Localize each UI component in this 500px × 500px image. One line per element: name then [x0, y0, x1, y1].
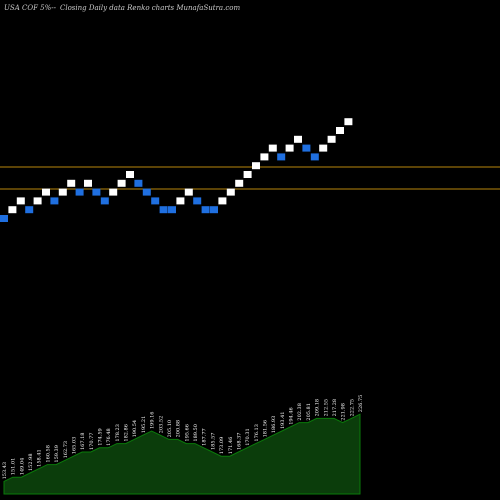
renko-brick	[184, 188, 193, 196]
volume-label: 195.66	[184, 424, 190, 442]
volume-label: 181.56	[263, 420, 269, 438]
renko-brick	[218, 197, 227, 205]
volume-label: 170.31	[245, 428, 251, 446]
volume-label: 212.55	[323, 399, 329, 417]
volume-label: 189.50	[193, 424, 199, 442]
volume-label: 195.21	[141, 416, 147, 434]
chart-caption: Closing Daily data Renko charts MunafaSu…	[60, 4, 240, 12]
volume-label: 226.75	[358, 395, 364, 413]
renko-brick	[16, 197, 25, 205]
renko-brick	[50, 197, 59, 205]
renko-brick	[193, 197, 202, 205]
volume-label: 167.18	[80, 433, 86, 451]
renko-brick	[159, 206, 168, 214]
renko-brick	[226, 188, 235, 196]
renko-brick	[142, 188, 151, 196]
volume-label: 165.03	[72, 437, 78, 455]
volume-label: 168.37	[236, 433, 242, 451]
renko-brick	[168, 206, 176, 214]
renko-brick	[285, 144, 294, 152]
renko-brick	[336, 127, 344, 134]
renko-brick	[344, 118, 353, 126]
renko-brick	[75, 188, 84, 196]
volume-label: 209.18	[315, 399, 321, 417]
volume-label: 162.73	[63, 441, 69, 459]
renko-brick	[252, 162, 260, 170]
renko-brick	[33, 197, 42, 205]
renko-brick	[84, 179, 92, 187]
volume-label: 217.28	[332, 399, 338, 417]
renko-brick	[235, 179, 244, 187]
renko-brick	[0, 215, 8, 222]
renko-brick	[126, 171, 134, 178]
volume-area: 153.43 151.01 149.04 152.98 158.41 160.58 159.…	[2, 395, 364, 495]
volume-label: 149.04	[19, 458, 25, 476]
volume-polygon	[3, 413, 361, 495]
volume-label: 199.16	[150, 412, 156, 430]
volume-label: 190.54	[132, 420, 138, 438]
renko-bricks	[0, 118, 353, 222]
renko-brick	[92, 188, 101, 196]
renko-brick	[260, 153, 269, 161]
renko-brick	[243, 171, 252, 178]
volume-label: 221.98	[341, 403, 347, 421]
renko-brick	[302, 144, 311, 152]
renko-brick	[294, 135, 302, 143]
volume-label: 174.59	[98, 428, 104, 446]
renko-brick	[210, 206, 218, 214]
volume-label: 205.81	[306, 403, 312, 421]
renko-brick	[117, 179, 126, 187]
volume-label: 193.41	[280, 412, 286, 430]
renko-brick	[268, 144, 277, 152]
renko-brick	[319, 144, 328, 152]
volume-label: 159.39	[54, 445, 60, 463]
renko-brick	[109, 188, 118, 196]
volume-label: 176.48	[106, 428, 112, 446]
renko-brick	[277, 153, 286, 161]
renko-brick	[151, 197, 160, 205]
renko-brick	[42, 188, 50, 196]
renko-brick	[25, 206, 34, 214]
volume-label: 153.43	[2, 462, 8, 480]
renko-brick	[8, 206, 17, 214]
renko-brick	[327, 135, 336, 143]
volume-label: 182.86	[124, 424, 130, 442]
volume-label: 222.75	[349, 399, 355, 417]
volume-label: 160.58	[45, 445, 51, 463]
volume-label: 176.13	[254, 424, 260, 442]
volume-label: 171.46	[228, 437, 234, 455]
renko-brick	[100, 197, 109, 205]
volume-label: 205.10	[167, 420, 173, 438]
renko-brick	[58, 188, 67, 196]
volume-label: 170.77	[89, 433, 95, 451]
volume-label: 187.77	[202, 428, 208, 446]
renko-brick	[310, 153, 319, 161]
volume-label: 158.41	[37, 449, 43, 467]
renko-brick	[176, 197, 185, 205]
volume-label: 173.09	[219, 437, 225, 455]
volume-label: 186.93	[271, 416, 277, 434]
volume-label: 202.38	[297, 403, 303, 421]
volume-label: 151.01	[11, 458, 17, 476]
volume-label: 203.52	[158, 416, 164, 434]
volume-label: 185.57	[210, 433, 216, 451]
volume-label: 178.23	[115, 424, 121, 442]
volume-label: 194.46	[289, 407, 295, 425]
volume-label: 200.88	[176, 420, 182, 438]
chart-symbol: USA COF 5%--	[4, 4, 57, 12]
renko-brick	[134, 179, 143, 187]
renko-brick	[201, 206, 210, 214]
renko-brick	[67, 179, 76, 187]
volume-label: 152.98	[28, 454, 34, 472]
